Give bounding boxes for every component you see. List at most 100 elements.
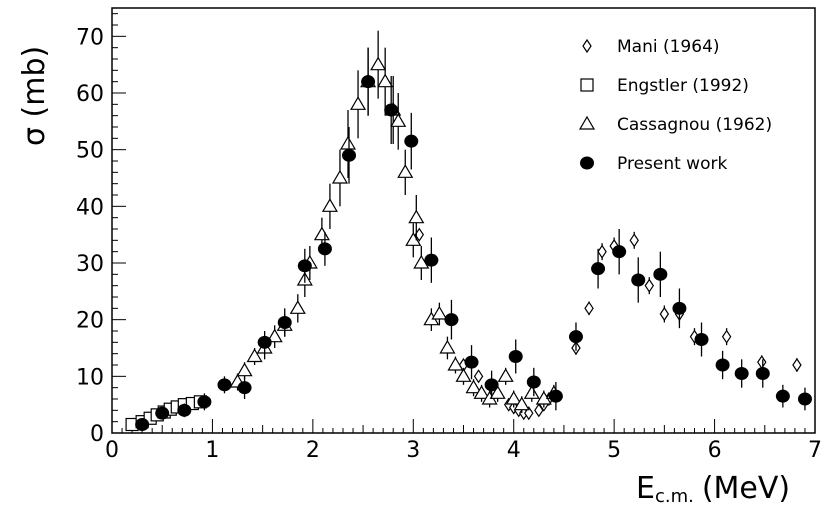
data-point (597, 244, 607, 259)
x-axis-title-unit: (MeV) (702, 471, 790, 506)
data-point (370, 56, 387, 71)
y-tick-label: 40 (76, 195, 104, 220)
data-point (297, 259, 312, 273)
data-point (447, 356, 464, 371)
data-point (339, 135, 357, 150)
x-axis-title: Ec.m. (MeV) (636, 471, 790, 506)
legend-entry-label: Engstler (1992) (617, 76, 749, 96)
data-point (439, 339, 456, 354)
data-point (236, 362, 253, 377)
x-tick-label: 6 (708, 438, 722, 463)
legend-marker (582, 38, 592, 54)
legend-entry-label: Present work (617, 154, 727, 174)
x-tick-label: 5 (607, 438, 621, 463)
data-point (526, 375, 541, 389)
data-point (361, 75, 376, 89)
data-point (377, 73, 394, 88)
legend-entry-label: Cassagnou (1962) (617, 115, 772, 135)
data-point (473, 385, 490, 399)
y-tick-label: 50 (76, 139, 104, 164)
data-point (257, 335, 272, 349)
plot-data (125, 30, 812, 432)
data-point (497, 368, 514, 382)
data-point (313, 226, 330, 241)
x-tick-label: 2 (306, 438, 320, 463)
data-point (473, 369, 484, 384)
data-point (277, 316, 292, 329)
y-axis-title: σ (mb) (17, 46, 52, 146)
data-point (465, 379, 482, 394)
data-point (350, 96, 367, 110)
data-point (792, 357, 802, 373)
data-point (155, 406, 170, 420)
legend-entry-label: Mani (1964) (617, 37, 720, 57)
series-diamond (414, 227, 802, 421)
y-tick-label: 30 (76, 252, 104, 277)
data-point (237, 381, 252, 395)
data-point (489, 385, 506, 399)
y-tick-label: 20 (76, 309, 104, 334)
data-point (757, 355, 767, 370)
legend: Mani (1964) Engstler (1992) Cassagnou (196… (578, 37, 772, 174)
x-tick-label: 3 (406, 438, 420, 463)
data-point (177, 403, 192, 417)
data-point (548, 389, 563, 403)
y-tick-label: 60 (76, 82, 104, 107)
data-point (584, 301, 594, 316)
data-point (694, 333, 709, 346)
data-point (672, 301, 687, 315)
data-point (715, 358, 730, 372)
data-point (246, 348, 263, 363)
y-tick-label: 70 (76, 25, 104, 50)
data-point (734, 367, 749, 380)
data-point (464, 355, 479, 369)
data-point (197, 395, 212, 409)
data-point (390, 113, 407, 127)
data-point (266, 328, 283, 343)
data-point (289, 300, 306, 314)
data-point (317, 242, 332, 256)
x-tick-label: 7 (808, 438, 822, 463)
data-point (534, 403, 544, 418)
x-tick-label: 4 (507, 438, 521, 463)
y-tick-label: 10 (76, 365, 104, 390)
data-point (568, 330, 583, 344)
legend-marker (580, 78, 594, 92)
data-point (591, 262, 606, 276)
data-point (631, 273, 646, 287)
data-point (431, 305, 448, 320)
x-axis-title-main: E (636, 471, 655, 506)
data-point (342, 148, 357, 162)
data-point (484, 378, 499, 392)
data-point (384, 103, 399, 117)
data-point (775, 389, 790, 403)
data-point (797, 392, 812, 406)
data-point (321, 198, 338, 212)
data-point (455, 368, 472, 382)
data-point (523, 385, 540, 399)
legend-marker (578, 115, 596, 130)
data-point (217, 378, 232, 392)
data-point (513, 396, 530, 411)
data-point (653, 267, 668, 281)
data-point (644, 278, 655, 293)
data-point (397, 164, 414, 178)
x-tick-label: 1 (205, 438, 219, 463)
data-point (629, 233, 639, 248)
data-point (424, 253, 439, 267)
data-point (612, 245, 627, 259)
x-axis-title-subscript: c.m. (655, 486, 694, 506)
series-filled-circle (135, 47, 812, 431)
y-tick-label: 0 (90, 422, 104, 447)
data-point (508, 350, 523, 363)
data-point (755, 367, 770, 380)
data-point (331, 169, 349, 184)
data-point (135, 418, 150, 431)
data-point (659, 306, 670, 322)
x-tick-label: 0 (105, 438, 119, 463)
data-point (444, 313, 459, 327)
data-point (505, 390, 522, 405)
data-point (404, 134, 419, 148)
